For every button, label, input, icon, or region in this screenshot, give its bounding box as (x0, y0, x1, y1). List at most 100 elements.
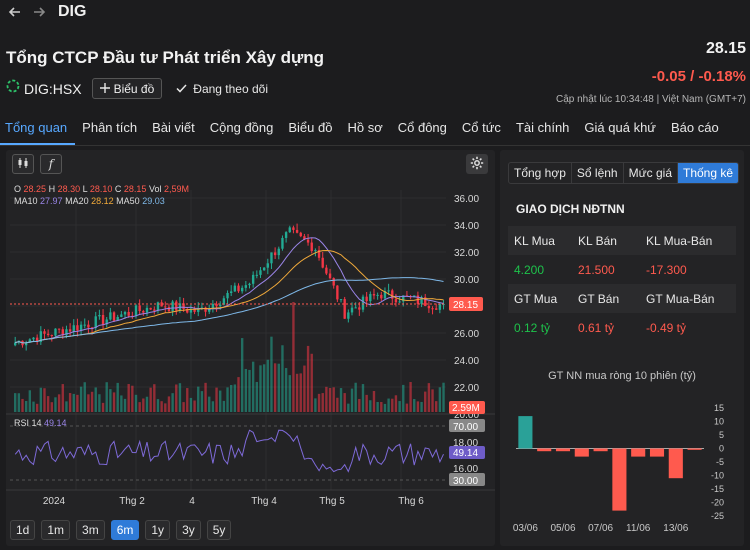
volume-bar (65, 401, 68, 412)
forward-arrow-icon[interactable] (30, 3, 48, 21)
candle (273, 252, 277, 256)
range-3m[interactable]: 3m (76, 520, 105, 540)
volume-bar (43, 388, 46, 412)
candle (288, 227, 291, 233)
side-tab-thong-ke[interactable]: Thống kê (678, 163, 739, 183)
check-icon (176, 82, 187, 96)
volume-bar (354, 382, 357, 412)
side-tab-so-lenh[interactable]: Sổ lệnh (572, 163, 624, 183)
volume-label: Vol (148, 184, 162, 194)
volume-bar (208, 396, 211, 412)
volume-bar (142, 398, 145, 412)
candle (435, 308, 438, 310)
tab-tong-quan[interactable]: Tổng quan (0, 116, 76, 145)
side-tab-muc-gia[interactable]: Mức giá (624, 163, 678, 183)
net-bar (574, 448, 589, 457)
tab-bieu-do[interactable]: Biểu đồ (288, 120, 333, 135)
settings-button[interactable] (466, 154, 488, 174)
x-axis-label: 4 (189, 496, 195, 507)
candle (343, 299, 346, 319)
candle (76, 325, 79, 331)
indicator-button[interactable]: f (40, 154, 62, 174)
volume-bar (299, 373, 302, 412)
price-tick-label: 32.00 (454, 248, 479, 259)
range-3y[interactable]: 3y (176, 520, 201, 540)
candle (376, 294, 379, 296)
tab-bai-viet[interactable]: Bài viết (152, 120, 195, 135)
volume-bar (35, 403, 39, 412)
candle-type-button[interactable] (12, 154, 34, 174)
net-y-tick: -10 (711, 471, 724, 481)
candle (105, 319, 108, 325)
volume-bar (284, 368, 288, 412)
candle (255, 274, 259, 276)
tab-co-dong[interactable]: Cổ đông (397, 120, 447, 135)
candle (215, 303, 218, 307)
candle (251, 274, 255, 284)
volume-bar (197, 386, 200, 412)
volume-bar (109, 389, 112, 412)
volume-bar (120, 395, 123, 412)
candle (167, 307, 171, 312)
ma50-line (15, 277, 444, 344)
follow-button[interactable]: Đang theo dõi (176, 82, 268, 96)
candle (398, 301, 401, 303)
tab-cong-dong[interactable]: Cộng đồng (209, 120, 274, 135)
tab-bao-cao[interactable]: Báo cáo (671, 120, 719, 135)
range-5y[interactable]: 5y (206, 520, 232, 540)
volume-bar (200, 391, 204, 412)
tab-ho-so[interactable]: Hồ sơ (347, 120, 383, 135)
x-axis-label: Thg 4 (251, 496, 277, 507)
back-arrow-icon[interactable] (6, 3, 24, 21)
gt-ban-value: 0.61 tỷ (578, 320, 615, 335)
candle (182, 303, 185, 310)
rsi-tick-label: 16.00 (453, 464, 478, 475)
candle (237, 285, 240, 292)
candle (336, 285, 339, 300)
candle (325, 267, 328, 274)
price-tick-label: 34.00 (454, 221, 479, 232)
range-1y[interactable]: 1y (145, 520, 171, 540)
volume-bar (358, 398, 361, 412)
range-1m[interactable]: 1m (41, 520, 71, 540)
candle (61, 329, 64, 336)
chart-button[interactable]: Biểu đồ (91, 78, 163, 99)
candle (189, 308, 193, 313)
kl-ban-value: 21.500 (578, 262, 615, 277)
volume-bar (394, 395, 398, 412)
candle (339, 299, 343, 301)
range-6m[interactable]: 6m (110, 520, 140, 540)
volume-bar (328, 387, 332, 412)
candle (383, 290, 387, 299)
stat-value-row: 4.200 21.500 -17.300 (508, 255, 736, 284)
kl-mua-value: 4.200 (514, 262, 545, 277)
price-chart-panel: 36.0034.0032.0030.0028.0026.0024.0022.00… (6, 150, 495, 546)
volume-bar (380, 402, 383, 412)
price-chart[interactable]: 36.0034.0032.0030.0028.0026.0024.0022.00… (6, 150, 495, 546)
rsi-tick-label: 18.00 (453, 438, 478, 449)
volume-bar (61, 384, 64, 412)
price-change: -0.05 / -0.18% (651, 68, 746, 85)
candle (50, 335, 53, 337)
volume-bar (105, 382, 108, 412)
candle (365, 296, 368, 302)
volume-bar (244, 368, 248, 412)
tab-co-tuc[interactable]: Cổ tức (461, 120, 501, 135)
low-value: 28.10 (89, 184, 113, 194)
gt-mua-value: 0.12 tỷ (514, 320, 551, 335)
volume-bar (160, 401, 163, 412)
volume-bar (270, 336, 273, 412)
rsi-tag-label: 49.14 (453, 448, 478, 459)
side-tab-tong-hop[interactable]: Tổng hợp (509, 163, 572, 183)
net-buy-chart: 15 10 5 0 -5 -10 -15 -20 -25 03/06 05/06 07/06 11/06… (513, 403, 724, 534)
volume-bar (431, 389, 434, 412)
tab-gia-qua-khu[interactable]: Giá quá khứ (584, 120, 656, 135)
tab-tai-chinh[interactable]: Tài chính (515, 120, 570, 135)
candle (277, 248, 280, 256)
volume-bar (57, 394, 61, 412)
net-x-tick: 05/06 (550, 523, 575, 534)
tab-phan-tich[interactable]: Phân tích (82, 120, 138, 135)
candle (431, 308, 434, 310)
range-1d[interactable]: 1d (10, 520, 36, 540)
volume-bar (116, 382, 119, 412)
